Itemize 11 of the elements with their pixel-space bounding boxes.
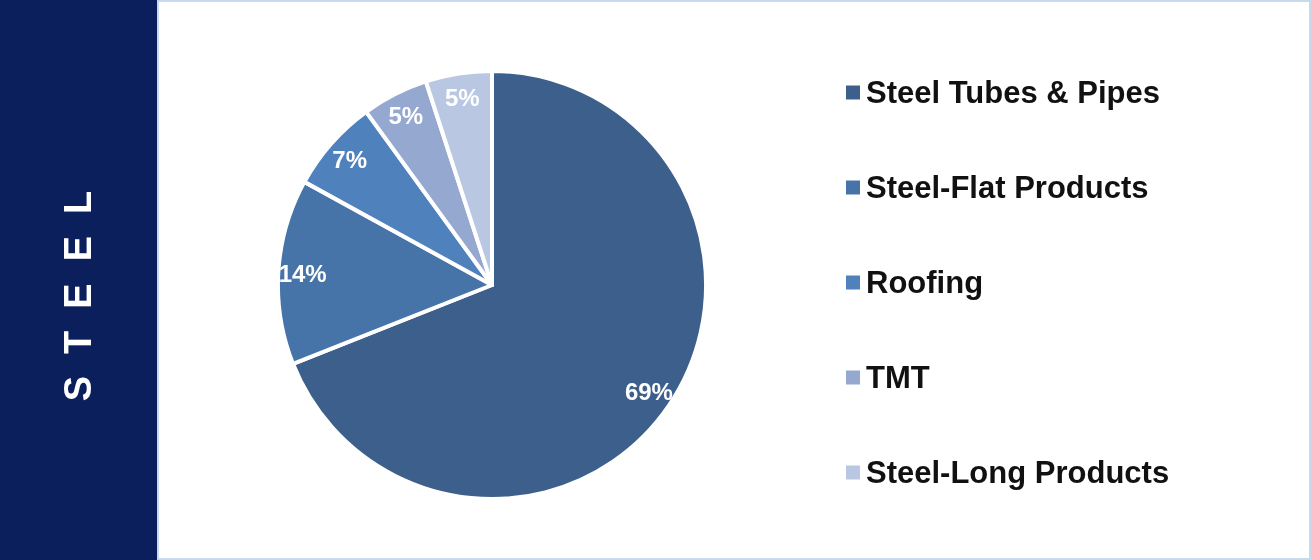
- legend-label: Steel-Long Products: [866, 455, 1170, 490]
- legend-label: Steel Tubes & Pipes: [866, 75, 1161, 110]
- data-label: 5%: [388, 102, 424, 130]
- legend-label: TMT: [866, 360, 930, 395]
- data-label: 7%: [332, 146, 368, 174]
- data-label: 5%: [444, 84, 480, 112]
- legend-label: Roofing: [866, 265, 984, 300]
- data-label: 14%: [278, 259, 327, 287]
- legend-label: Steel-Flat Products: [866, 170, 1149, 205]
- text: STEEL: [56, 168, 100, 402]
- data-label: 69%: [624, 378, 673, 406]
